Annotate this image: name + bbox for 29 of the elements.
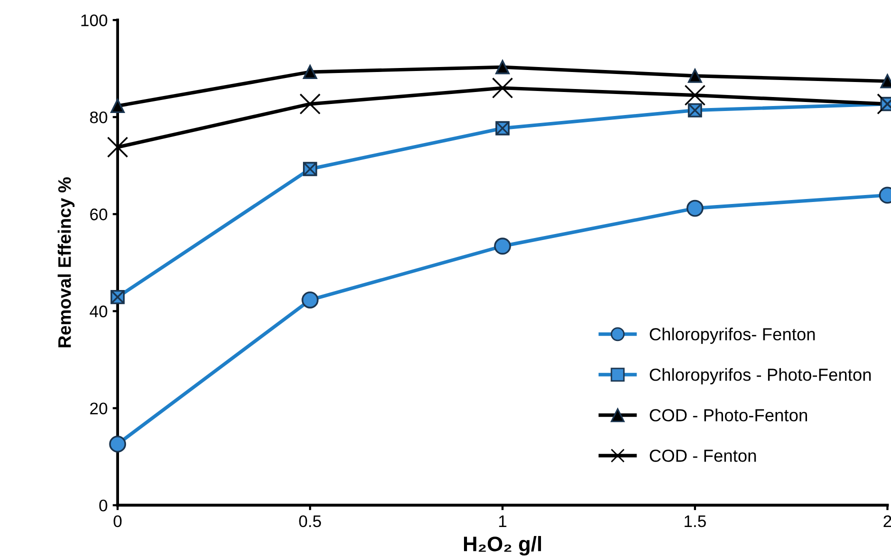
point <box>494 238 511 255</box>
point <box>109 436 126 453</box>
legend-label: COD - Photo-Fenton <box>650 408 808 422</box>
legend-label: COD - Fenton <box>650 450 756 462</box>
y-tick-label: 100 <box>81 14 108 26</box>
point <box>686 200 704 217</box>
point <box>302 64 318 80</box>
point <box>684 84 706 106</box>
point <box>107 136 128 158</box>
y-tick-label: 60 <box>90 208 108 220</box>
x-tick-label: 2 <box>884 515 891 527</box>
y-tick-label: 20 <box>90 402 108 414</box>
point <box>302 292 319 308</box>
x-tick-label: 0 <box>114 515 122 528</box>
x-axis-title: H₂O₂ g/l <box>464 536 541 556</box>
x-tick-label: 1 <box>499 516 506 527</box>
y-tick-label: 40 <box>90 306 108 318</box>
x-tick-label: 1.5 <box>684 516 706 528</box>
point <box>495 60 510 74</box>
y-tick-label: 80 <box>90 111 108 124</box>
legend-label: Chloropyrifos - Photo-Fenton <box>650 368 871 384</box>
x-tick-label: 0.5 <box>299 515 321 528</box>
point <box>492 77 514 99</box>
point <box>688 68 702 83</box>
y-axis-title: Removal Effeincy % <box>58 177 75 348</box>
y-tick-label: 0 <box>99 500 108 512</box>
legend-label: Chloropyrifos- Fenton <box>650 328 815 344</box>
point <box>110 98 125 114</box>
point <box>300 93 321 115</box>
